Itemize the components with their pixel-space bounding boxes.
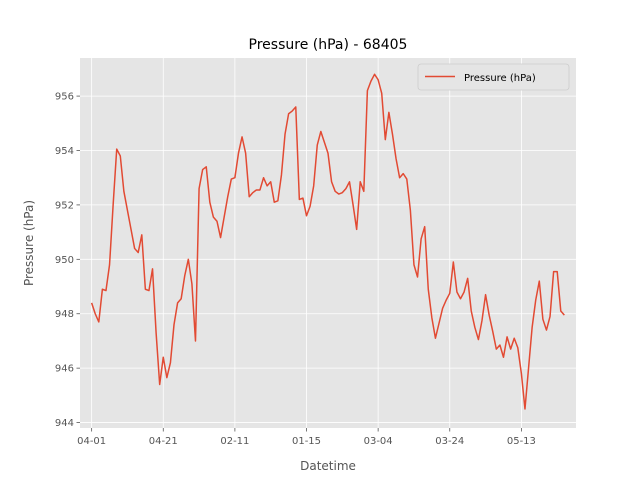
legend: Pressure (hPa) bbox=[417, 63, 570, 91]
y-tick-label: 944 bbox=[55, 418, 74, 429]
plot-area bbox=[80, 58, 576, 428]
legend-box bbox=[417, 63, 570, 91]
y-tick-label: 952 bbox=[55, 200, 74, 211]
axis-ticks: 944 946 948 950 952 954 956 04-01 04-21 02-11 01-1… bbox=[55, 92, 536, 447]
series-line-pressure bbox=[90, 73, 565, 410]
x-tick-label: 05-13 bbox=[507, 436, 536, 447]
x-axis-title: Datetime bbox=[300, 459, 356, 473]
x-tick-label: 04-21 bbox=[149, 436, 178, 447]
x-tick-label: 03-04 bbox=[364, 436, 393, 447]
x-tick-label: 03-24 bbox=[435, 436, 464, 447]
y-tick-label: 950 bbox=[55, 255, 74, 266]
x-tick-label: 02-11 bbox=[220, 436, 249, 447]
x-tick-label: 04-01 bbox=[77, 436, 106, 447]
chart-title: Pressure (hPa) - 68405 bbox=[249, 37, 408, 53]
y-tick-label: 948 bbox=[55, 309, 74, 320]
x-tick-label: 01-15 bbox=[292, 436, 321, 447]
grid-lines bbox=[80, 58, 576, 428]
y-axis-title: Pressure (hPa) bbox=[22, 200, 36, 286]
y-tick-label: 956 bbox=[55, 92, 74, 103]
series-layer bbox=[90, 73, 565, 410]
y-tick-label: 946 bbox=[55, 364, 74, 375]
y-tick-label: 954 bbox=[55, 146, 74, 157]
legend-label: Pressure (hPa) bbox=[464, 73, 536, 84]
